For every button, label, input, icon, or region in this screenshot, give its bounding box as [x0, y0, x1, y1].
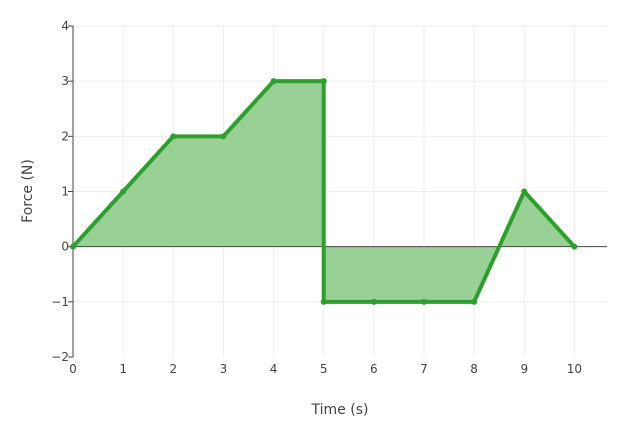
markers-layer	[70, 78, 578, 305]
data-point-8	[420, 298, 427, 305]
y-tick-label-6: 4	[61, 19, 69, 33]
x-tick-labels: 0 1 2 3 4 5 6 7 8 9 10	[69, 362, 582, 376]
x-tick-label-4: 4	[270, 362, 278, 376]
data-point-1	[120, 188, 127, 195]
series-line-layer	[71, 79, 577, 304]
data-point-3	[220, 133, 227, 140]
data-point-10	[521, 188, 528, 195]
x-tick-label-5: 5	[320, 362, 328, 376]
y-tick-label-1: −1	[51, 295, 69, 309]
y-axis-title: Force (N)	[20, 159, 36, 223]
data-point-2	[170, 133, 177, 140]
y-tick-label-5: 3	[61, 74, 69, 88]
y-tick-label-4: 2	[61, 129, 69, 143]
x-tick-label-1: 1	[119, 362, 127, 376]
x-axis-title: Time (s)	[311, 402, 369, 418]
y-tick-label-3: 1	[61, 185, 69, 199]
x-tick-label-10: 10	[567, 362, 582, 376]
data-point-4	[270, 78, 277, 85]
data-point-5	[320, 78, 327, 85]
x-tick-label-9: 9	[520, 362, 528, 376]
y-tick-labels: −2 −1 0 1 2 3 4	[51, 19, 69, 364]
y-tick-label-0: −2	[51, 350, 69, 364]
data-point-0	[70, 243, 76, 250]
axes-layer	[68, 25, 74, 358]
x-tick-label-8: 8	[470, 362, 478, 376]
x-tick-label-0: 0	[69, 362, 77, 376]
data-point-6	[320, 298, 327, 305]
x-tick-label-7: 7	[420, 362, 428, 376]
series-line	[71, 79, 577, 304]
x-tick-label-3: 3	[220, 362, 228, 376]
x-tick-label-2: 2	[169, 362, 177, 376]
data-point-7	[370, 298, 377, 305]
data-point-9	[471, 298, 478, 305]
x-tick-label-6: 6	[370, 362, 378, 376]
data-point-11	[571, 243, 578, 250]
y-tick-label-2: 0	[61, 240, 69, 254]
